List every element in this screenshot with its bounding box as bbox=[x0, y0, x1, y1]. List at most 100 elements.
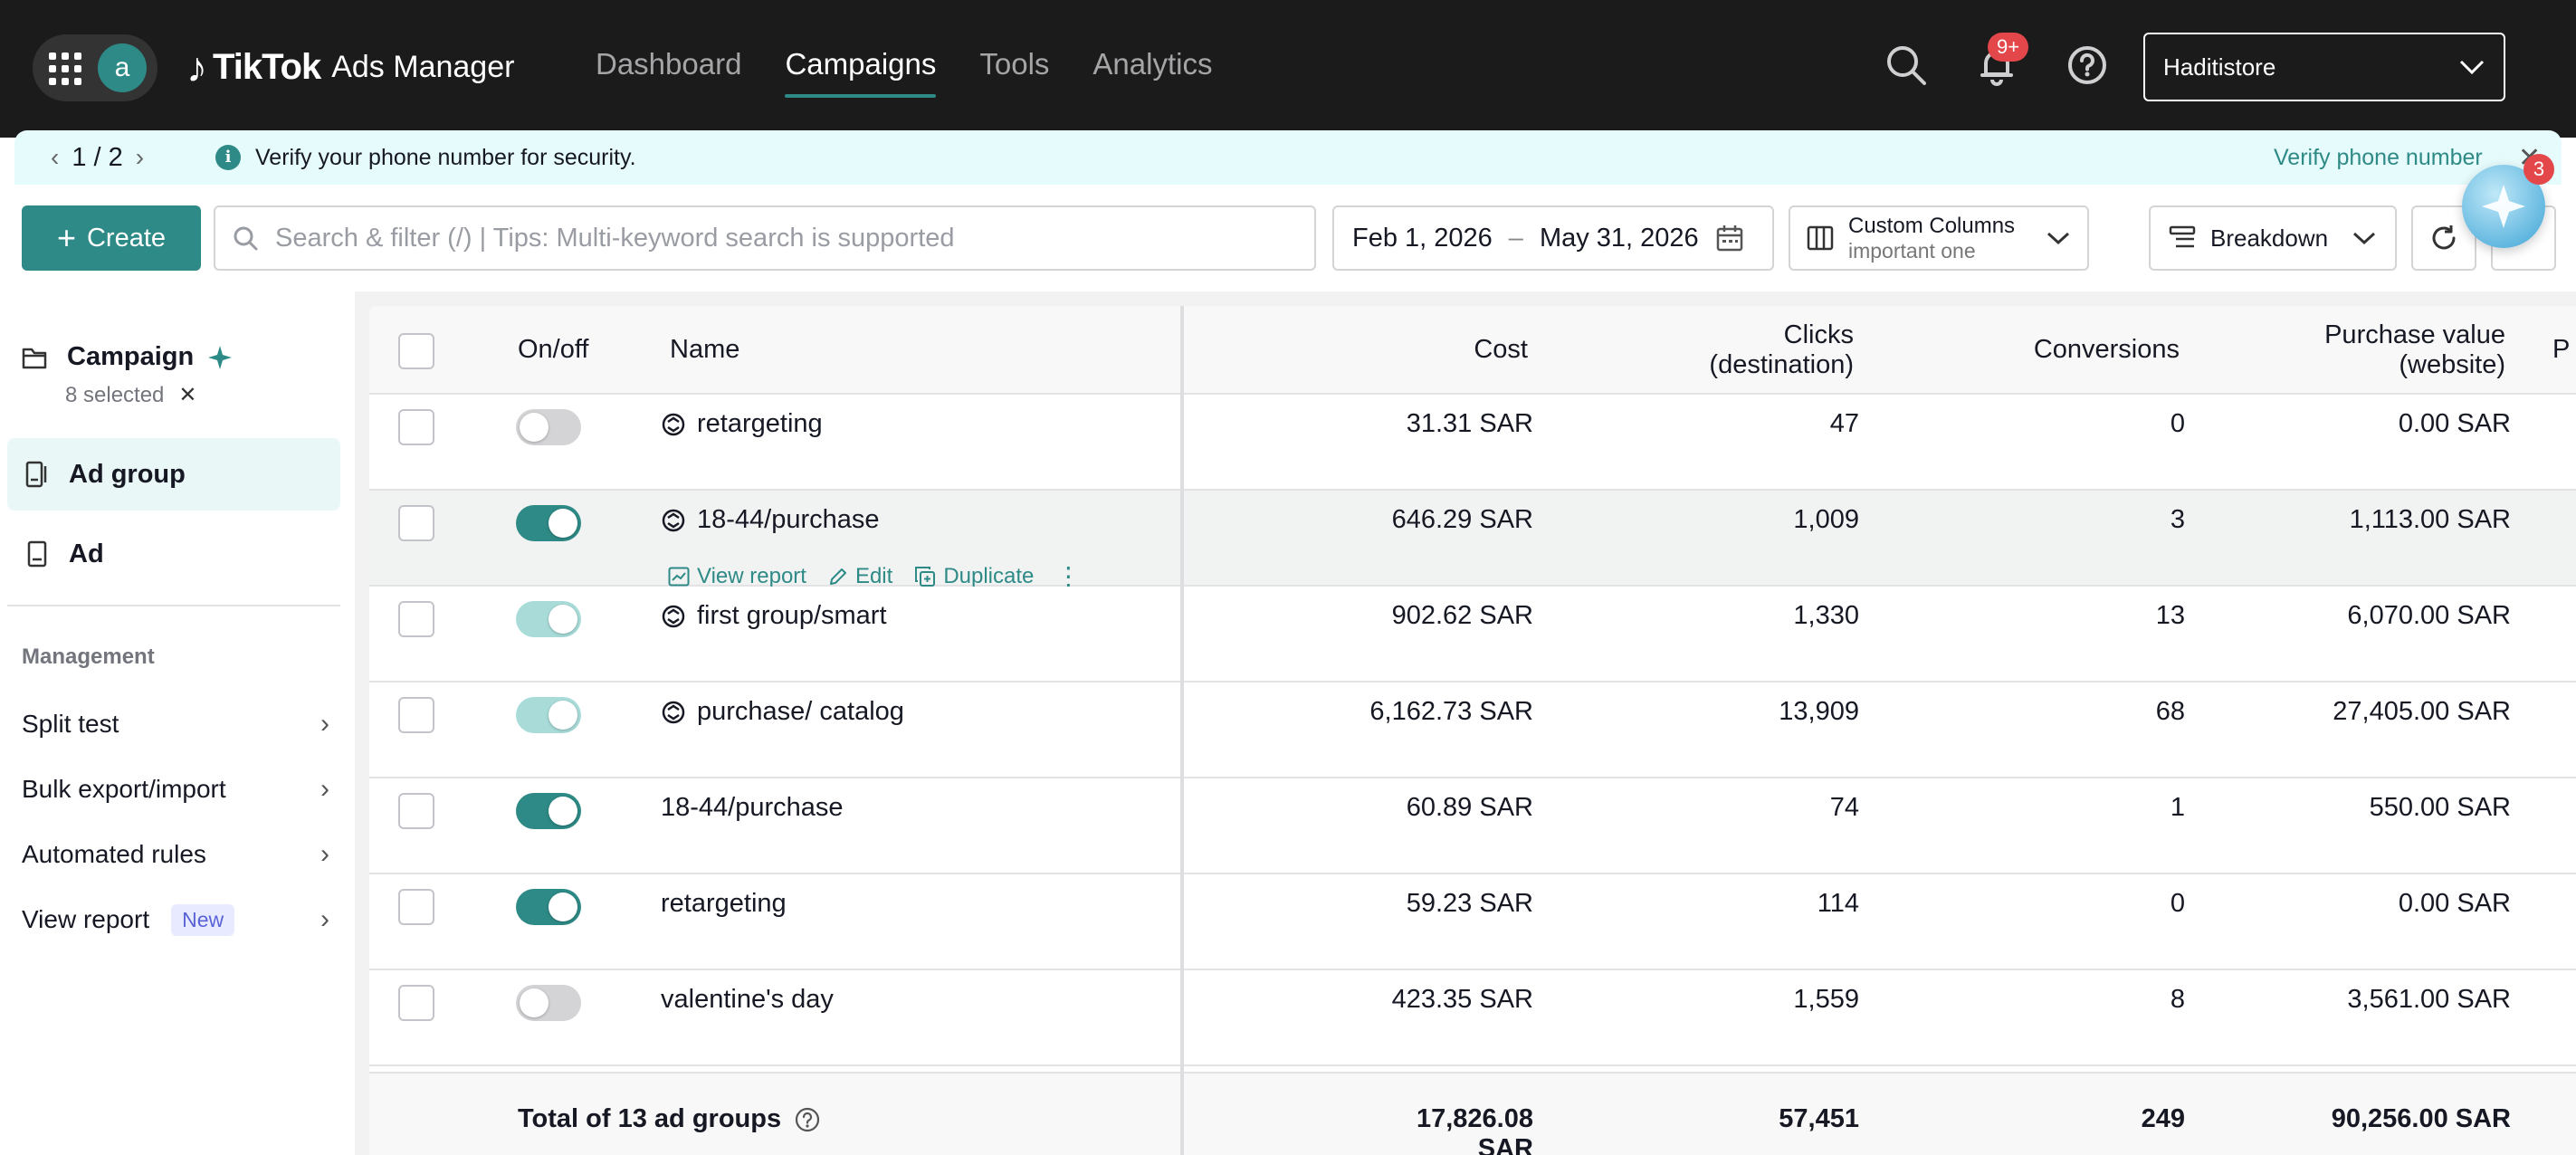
row-purchase-value: 0.00 SAR bbox=[2398, 409, 2511, 438]
row-name[interactable]: 18-44/purchase bbox=[661, 793, 844, 822]
ad-label: Ad bbox=[69, 539, 104, 568]
row-conversions: 0 bbox=[2170, 889, 2185, 918]
create-button[interactable]: + Create bbox=[22, 205, 201, 271]
select-all-checkbox[interactable] bbox=[398, 333, 434, 369]
nav-dashboard[interactable]: Dashboard bbox=[596, 47, 742, 81]
sidebar-item-ad-group[interactable]: Ad group bbox=[7, 438, 340, 511]
chevron-right-icon: › bbox=[320, 774, 329, 804]
row-checkbox[interactable] bbox=[398, 601, 434, 637]
date-end: May 31, 2026 bbox=[1539, 223, 1699, 253]
table-row[interactable]: valentine's day 423.35 SAR 1,559 8 3,561… bbox=[369, 970, 2576, 1066]
ad-icon bbox=[27, 540, 47, 568]
row-name-cell: valentine's day bbox=[661, 985, 834, 1015]
logo-brand: TikTok bbox=[213, 46, 321, 87]
more-vertical-icon[interactable]: ⋮ bbox=[1055, 562, 1082, 590]
custom-columns-select[interactable]: Custom Columns important one bbox=[1789, 205, 2089, 271]
col-clicks[interactable]: Clicks (destination) bbox=[1655, 320, 1854, 380]
chevron-down-icon bbox=[2046, 232, 2070, 245]
sidebar-item-bulk-export[interactable]: Bulk export/import › bbox=[22, 762, 329, 816]
selected-count: 8 selected bbox=[65, 382, 165, 407]
row-toggle[interactable] bbox=[516, 985, 581, 1021]
chevron-right-icon[interactable]: › bbox=[135, 143, 145, 171]
row-name[interactable]: purchase/ catalog bbox=[697, 697, 904, 726]
account-selector[interactable]: Haditistore bbox=[2143, 33, 2505, 101]
col-conversions[interactable]: Conversions bbox=[2033, 335, 2180, 364]
search-icon[interactable] bbox=[1883, 42, 1930, 89]
clear-selection-icon[interactable]: ✕ bbox=[178, 383, 197, 407]
table-row[interactable]: retargeting 31.31 SAR 47 0 0.00 SAR bbox=[369, 395, 2576, 491]
help-icon[interactable] bbox=[2064, 42, 2111, 89]
row-toggle[interactable] bbox=[516, 601, 581, 637]
date-range-picker[interactable]: Feb 1, 2026 – May 31, 2026 bbox=[1332, 205, 1774, 271]
row-toggle[interactable] bbox=[516, 697, 581, 733]
avatar[interactable]: a bbox=[98, 43, 147, 92]
folder-icon bbox=[22, 348, 47, 368]
row-conversions: 8 bbox=[2170, 985, 2185, 1014]
duplicate-action[interactable]: Duplicate bbox=[914, 564, 1034, 589]
row-clicks: 74 bbox=[1829, 793, 1859, 822]
breakdown-select[interactable]: Breakdown bbox=[2149, 205, 2397, 271]
row-cost: 646.29 SAR bbox=[1391, 505, 1533, 534]
search-input[interactable]: Search & filter (/) | Tips: Multi-keywor… bbox=[214, 205, 1316, 271]
notice-message: Verify your phone number for security. bbox=[255, 144, 636, 170]
nav-tools[interactable]: Tools bbox=[979, 47, 1050, 81]
col-name[interactable]: Name bbox=[670, 335, 740, 364]
edit-label: Edit bbox=[854, 563, 893, 588]
frozen-column-divider bbox=[1180, 306, 1184, 1155]
sidebar-item-campaign[interactable]: Campaign bbox=[22, 342, 234, 372]
row-name[interactable]: retargeting bbox=[661, 889, 787, 918]
row-name[interactable]: 18-44/purchase bbox=[697, 505, 880, 534]
app-switcher[interactable]: a bbox=[33, 34, 157, 101]
row-toggle[interactable] bbox=[516, 793, 581, 829]
verify-phone-link[interactable]: Verify phone number bbox=[2274, 144, 2483, 170]
apps-grid-icon[interactable] bbox=[49, 52, 81, 85]
row-cost: 31.31 SAR bbox=[1406, 409, 1533, 438]
col-onoff[interactable]: On/off bbox=[518, 335, 589, 364]
row-name-cell: 18-44/purchase bbox=[661, 793, 844, 823]
col-cost[interactable]: Cost bbox=[1474, 335, 1528, 364]
table-row[interactable]: purchase/ catalog 6,162.73 SAR 13,909 68… bbox=[369, 682, 2576, 778]
info-icon: i bbox=[215, 145, 241, 170]
smart-plus-icon bbox=[662, 605, 685, 627]
table-row[interactable]: 18-44/purchase 60.89 SAR 74 1 550.00 SAR bbox=[369, 778, 2576, 874]
row-purchase-value: 27,405.00 SAR bbox=[2333, 697, 2511, 726]
row-name-cell: retargeting bbox=[661, 409, 823, 439]
sparkle-icon bbox=[2482, 185, 2525, 228]
col-purchase-value[interactable]: Purchase value (website) bbox=[2180, 320, 2505, 380]
row-name[interactable]: first group/smart bbox=[697, 601, 887, 630]
row-toggle[interactable] bbox=[516, 505, 581, 541]
edit-action[interactable]: Edit bbox=[828, 564, 892, 589]
row-checkbox[interactable] bbox=[398, 505, 434, 541]
row-toggle[interactable] bbox=[516, 889, 581, 925]
duplicate-icon bbox=[915, 566, 936, 587]
row-checkbox[interactable] bbox=[398, 889, 434, 925]
sidebar-item-split-test[interactable]: Split test › bbox=[22, 697, 329, 751]
tiktok-ads-manager-logo[interactable]: ♪ TikTok Ads Manager bbox=[186, 40, 514, 94]
sidebar-item-automated-rules[interactable]: Automated rules › bbox=[22, 827, 329, 882]
table-row[interactable]: retargeting 59.23 SAR 114 0 0.00 SAR bbox=[369, 874, 2576, 970]
search-icon bbox=[234, 226, 258, 251]
row-name[interactable]: valentine's day bbox=[661, 985, 834, 1014]
row-checkbox[interactable] bbox=[398, 697, 434, 733]
row-clicks: 13,909 bbox=[1779, 697, 1859, 726]
row-name[interactable]: retargeting bbox=[697, 409, 823, 438]
col-truncated[interactable]: P bbox=[2552, 335, 2571, 364]
table-row[interactable]: 18-44/purchase View report Edit Duplicat… bbox=[369, 491, 2576, 590]
row-toggle[interactable] bbox=[516, 409, 581, 445]
col-purchase-line2: (website) bbox=[2399, 350, 2505, 379]
row-checkbox[interactable] bbox=[398, 985, 434, 1021]
refresh-button[interactable] bbox=[2411, 205, 2476, 271]
view-report-action[interactable]: View report bbox=[668, 564, 806, 589]
duplicate-label: Duplicate bbox=[943, 563, 1035, 588]
nav-analytics[interactable]: Analytics bbox=[1092, 47, 1213, 81]
management-heading: Management bbox=[22, 644, 155, 669]
date-start: Feb 1, 2026 bbox=[1352, 223, 1493, 253]
sidebar-item-view-report[interactable]: View report New › bbox=[22, 892, 329, 947]
chevron-left-icon[interactable]: ‹ bbox=[51, 143, 60, 171]
nav-campaigns[interactable]: Campaigns bbox=[785, 47, 936, 98]
sidebar-item-ad[interactable]: Ad bbox=[7, 518, 340, 590]
row-checkbox[interactable] bbox=[398, 793, 434, 829]
table-row[interactable]: first group/smart 902.62 SAR 1,330 13 6,… bbox=[369, 587, 2576, 682]
row-checkbox[interactable] bbox=[398, 409, 434, 445]
help-icon[interactable] bbox=[794, 1106, 821, 1133]
